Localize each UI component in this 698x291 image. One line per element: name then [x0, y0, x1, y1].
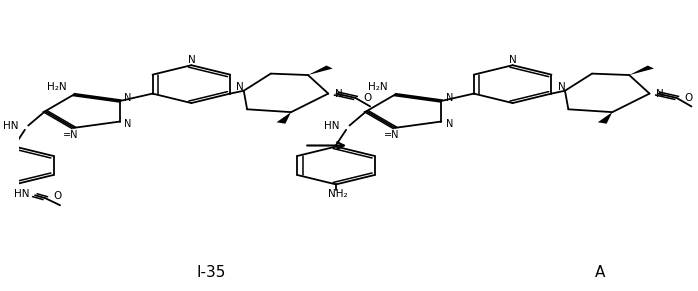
Text: H₂N: H₂N	[47, 82, 67, 93]
Text: N: N	[124, 93, 132, 102]
Text: N: N	[335, 88, 343, 99]
Text: A: A	[595, 265, 606, 280]
Text: N: N	[509, 55, 517, 65]
Text: N: N	[124, 119, 132, 129]
Text: =N: =N	[63, 130, 78, 140]
Polygon shape	[276, 112, 291, 124]
Text: N: N	[446, 119, 453, 129]
Text: NH₂: NH₂	[327, 189, 347, 199]
Text: O: O	[685, 93, 693, 103]
Text: O: O	[53, 191, 61, 201]
Text: HN: HN	[324, 120, 339, 131]
Text: H₂N: H₂N	[369, 82, 388, 93]
Text: =N: =N	[384, 130, 399, 140]
Text: N: N	[237, 82, 244, 92]
Polygon shape	[629, 65, 654, 75]
Text: HN: HN	[3, 120, 18, 131]
Text: N: N	[558, 82, 565, 92]
Text: N: N	[188, 55, 195, 65]
Text: N: N	[656, 88, 664, 99]
Text: N: N	[446, 93, 453, 102]
Text: HN: HN	[14, 189, 29, 198]
Polygon shape	[597, 112, 612, 124]
Text: O: O	[364, 93, 371, 103]
Polygon shape	[308, 65, 333, 75]
Text: I-35: I-35	[197, 265, 226, 280]
